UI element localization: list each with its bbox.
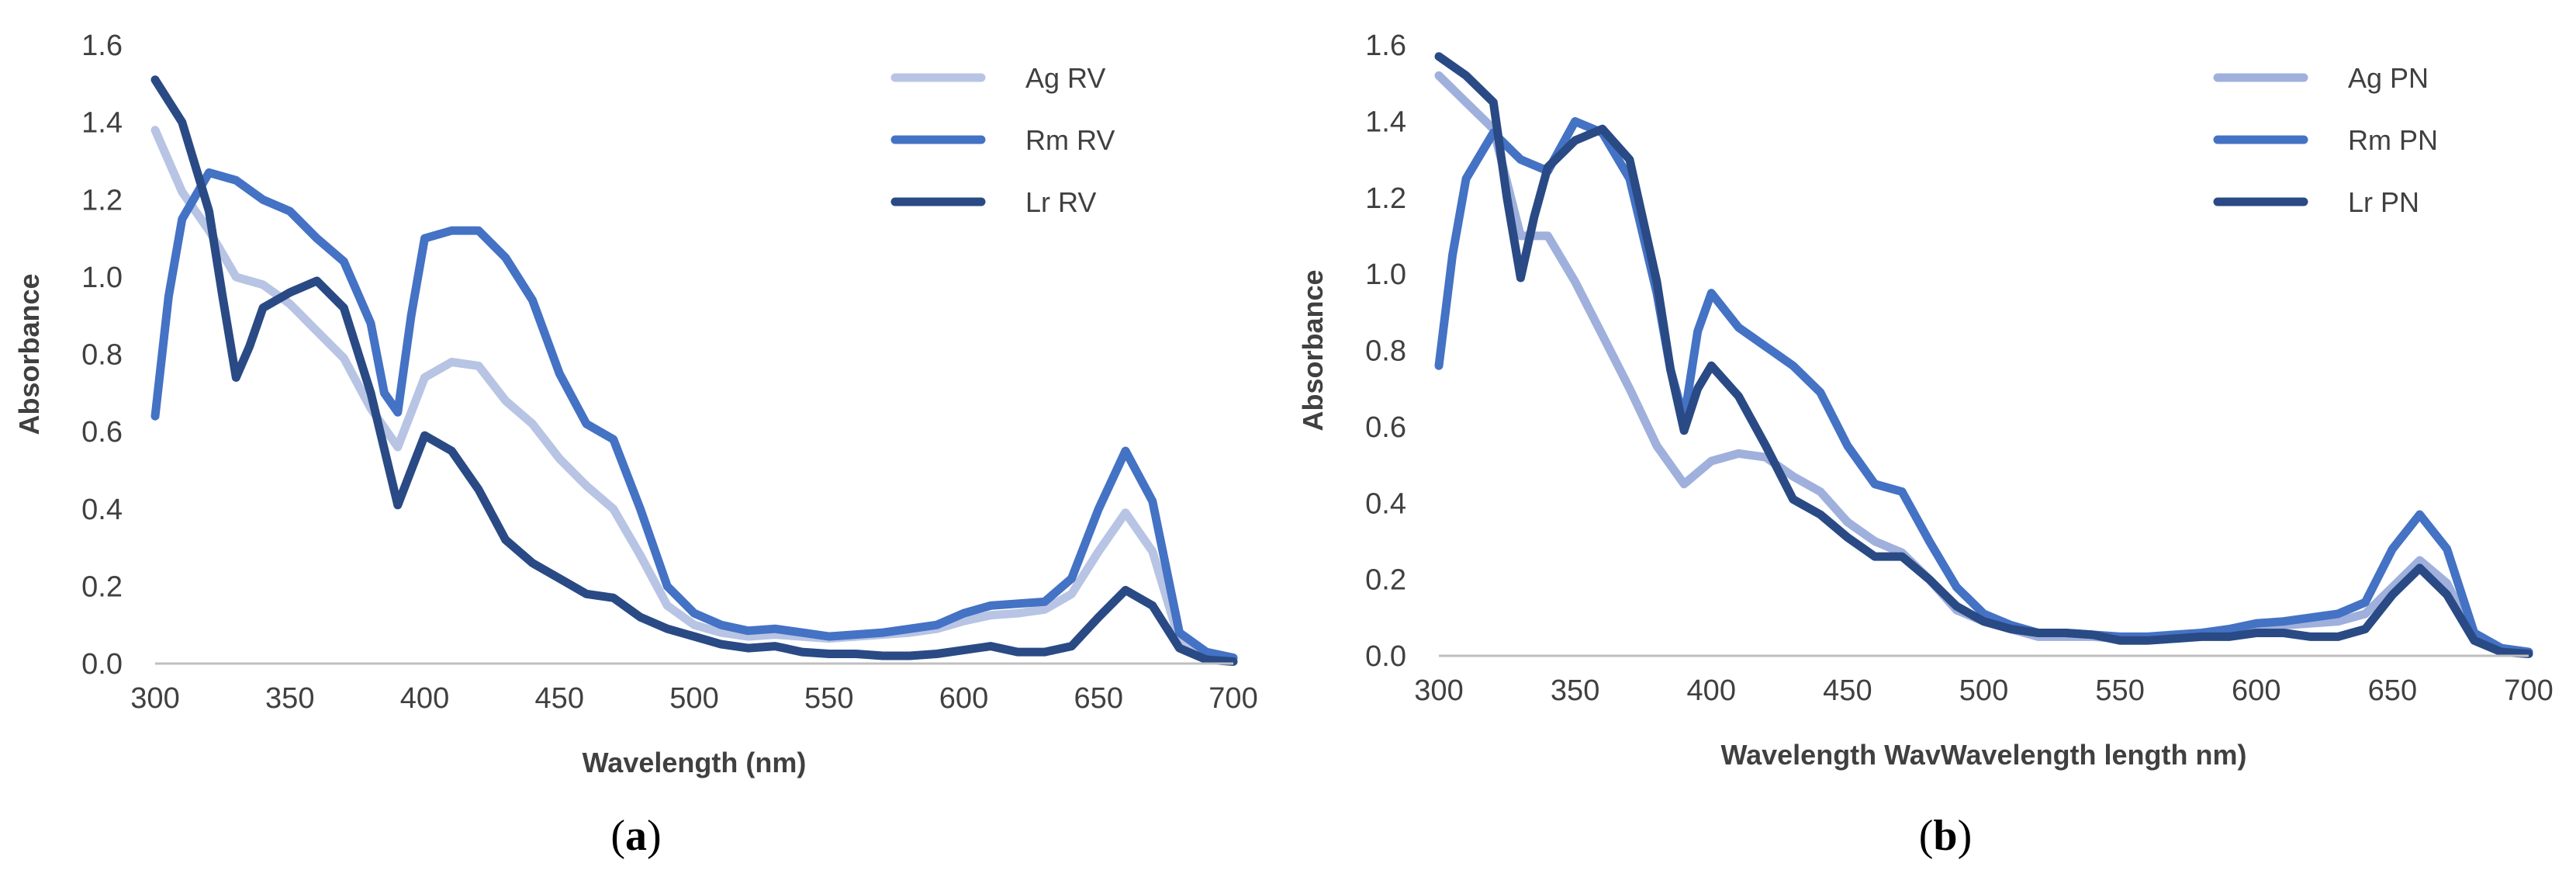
panel-label: (b) <box>1919 812 1972 860</box>
y-tick-label: 0.6 <box>1365 411 1406 444</box>
y-tick-label: 1.0 <box>1365 258 1406 291</box>
panel-label-close: ) <box>647 812 662 860</box>
x-tick-label: 500 <box>1959 674 2008 707</box>
legend: Ag RV Rm RV Lr RV <box>890 62 1115 218</box>
x-tick-label: 400 <box>1687 674 1736 707</box>
y-tick-label: 1.2 <box>1365 182 1406 215</box>
legend-label: Ag PN <box>2348 62 2429 94</box>
x-tick-label: 450 <box>1823 674 1872 707</box>
y-tick-label: 0.4 <box>81 494 123 526</box>
x-tick-label: 550 <box>804 682 853 715</box>
y-tick-label: 1.4 <box>81 107 123 140</box>
series-line-ag-rv <box>150 126 1238 664</box>
panel-label-open: ( <box>1919 812 1934 860</box>
y-tick-label: 1.6 <box>1365 29 1406 62</box>
series-line-lr-rv <box>150 75 1238 666</box>
x-tick-label: 300 <box>1414 674 1463 707</box>
y-tick-label: 0.0 <box>1365 640 1406 673</box>
legend-label: Rm PN <box>2348 124 2438 156</box>
y-tick-label: 1.2 <box>81 184 123 217</box>
x-axis-title: Wavelength WavWavelength length nm) <box>1720 739 2246 771</box>
x-tick-label: 700 <box>2504 674 2553 707</box>
y-tick-label: 0.6 <box>81 416 123 449</box>
chart-panel-a: 300 350 400 450 500 550 600 650 700 0.0 0.2 0.4 0.6… <box>13 29 1258 860</box>
x-tick-label: 650 <box>2368 674 2417 707</box>
y-tick-label: 0.0 <box>81 648 123 681</box>
panel-label-letter: b <box>1933 812 1957 860</box>
y-tick-label: 0.8 <box>1365 335 1406 368</box>
x-tick-label: 400 <box>400 682 449 715</box>
series-line-lr-pn <box>1434 52 2533 658</box>
x-tick-label: 350 <box>1551 674 1599 707</box>
x-tick-label: 300 <box>130 682 179 715</box>
x-tick-label: 600 <box>2232 674 2280 707</box>
y-axis-title: Absorbance <box>13 273 45 435</box>
x-tick-label: 450 <box>535 682 584 715</box>
series-line-rm-rv <box>150 168 1238 662</box>
y-tick-label: 1.4 <box>1365 106 1406 138</box>
panel-label-letter: a <box>625 812 647 860</box>
legend-label: Rm RV <box>1025 124 1115 156</box>
x-tick-label: 350 <box>265 682 314 715</box>
x-tick-label: 700 <box>1208 682 1257 715</box>
y-tick-label: 0.2 <box>1365 564 1406 597</box>
panel-label-open: ( <box>610 812 625 860</box>
legend: Ag PN Rm PN Lr PN <box>2213 62 2438 218</box>
y-tick-label: 0.4 <box>1365 487 1406 520</box>
series-line-ag-pn <box>1434 71 2533 657</box>
x-tick-label: 500 <box>669 682 718 715</box>
y-tick-label: 1.6 <box>81 29 123 62</box>
panel-label: (a) <box>610 812 661 860</box>
panel-label-close: ) <box>1958 812 1973 860</box>
x-axis-title: Wavelength (nm) <box>583 747 807 778</box>
legend-label: Lr PN <box>2348 186 2419 218</box>
legend-label: Ag RV <box>1025 62 1105 94</box>
y-tick-label: 1.0 <box>81 262 123 294</box>
y-tick-label: 0.8 <box>81 339 123 372</box>
y-tick-label: 0.2 <box>81 570 123 603</box>
y-axis-title: Absorbance <box>1297 269 1329 431</box>
legend-label: Lr RV <box>1025 186 1096 218</box>
x-tick-label: 600 <box>939 682 988 715</box>
x-tick-label: 650 <box>1074 682 1123 715</box>
x-tick-label: 550 <box>2095 674 2144 707</box>
chart-panel-b: 300 350 400 450 500 550 600 650 700 0.0 0.2 0.4 0.6… <box>1297 29 2554 860</box>
